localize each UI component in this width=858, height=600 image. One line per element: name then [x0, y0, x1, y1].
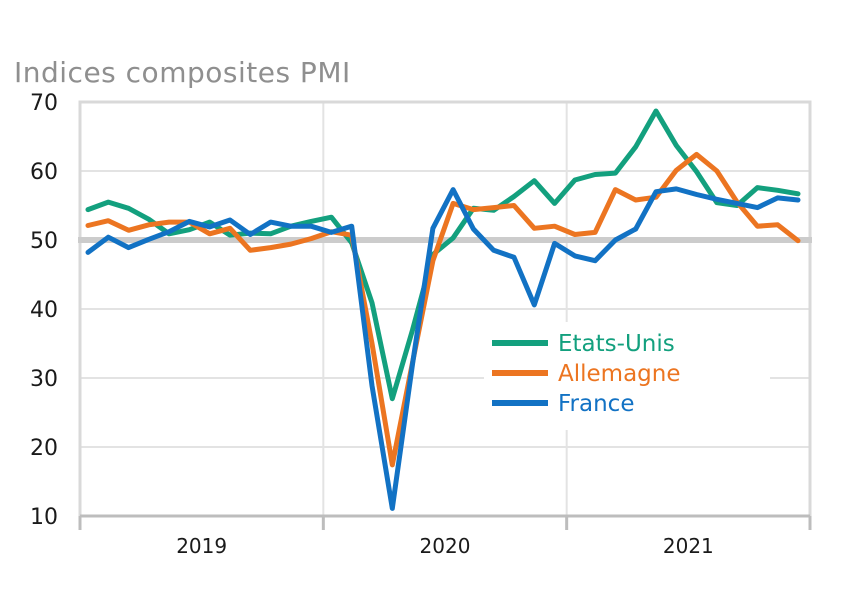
y-tick-label: 40 [30, 298, 58, 323]
x-tick-label: 2021 [663, 534, 714, 558]
y-tick-label: 10 [30, 505, 58, 530]
y-tick-label: 50 [30, 229, 58, 254]
y-tick-label: 70 [30, 91, 58, 116]
series-line-allemagne [85, 151, 801, 468]
legend-label-1: Allemagne [558, 361, 681, 387]
series-line-etats-unis [85, 108, 801, 402]
legend-label-2: France [558, 391, 634, 417]
chart-title: Indices composites PMI [14, 56, 351, 89]
y-tick-label: 20 [30, 436, 58, 461]
x-axis: 2019 2020 2021 [78, 514, 812, 558]
x-tick-label: 2019 [176, 534, 227, 558]
y-tick-label: 30 [30, 367, 58, 392]
x-tick-label: 2020 [420, 534, 471, 558]
legend: Etats-Unis Allemagne France [484, 322, 770, 430]
legend-label-0: Etats-Unis [558, 331, 675, 357]
y-tick-label: 60 [30, 160, 58, 185]
series-group [85, 108, 801, 511]
series-line-france [85, 186, 801, 511]
grid [80, 102, 810, 516]
y-axis: 10 20 30 40 50 60 70 [30, 91, 58, 530]
